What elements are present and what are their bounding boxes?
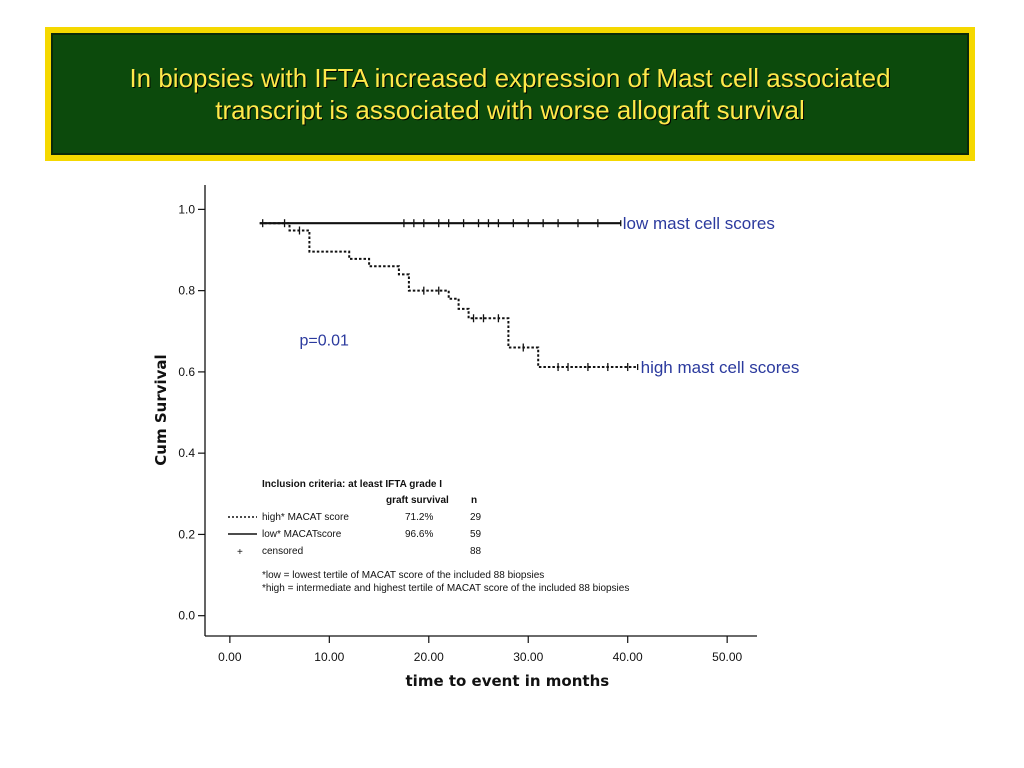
title-banner: In biopsies with IFTA increased expressi… [45,27,975,161]
legend-row-n: 88 [470,546,482,557]
y-tick-label: 0.0 [178,609,195,623]
legend-row-n: 29 [470,512,482,523]
legend-table: Inclusion criteria: at least IFTA grade … [228,479,629,594]
series-label-low: low mast cell scores [623,214,775,233]
y-tick-label: 0.6 [178,365,195,379]
y-tick-label: 0.4 [178,446,195,460]
x-tick-label: 20.00 [414,650,444,664]
y-ticks: 0.0 0.2 0.4 0.6 0.8 1.0 [178,202,205,623]
legend-row-survival: 71.2% [405,512,433,523]
slide-title: In biopsies with IFTA increased expressi… [129,63,891,125]
y-tick-label: 0.8 [178,284,195,298]
x-tick-label: 40.00 [613,650,643,664]
title-panel: In biopsies with IFTA increased expressi… [51,33,969,155]
y-tick-label: 1.0 [178,202,195,216]
x-tick-label: 0.00 [218,650,242,664]
legend-heading: Inclusion criteria: at least IFTA grade … [262,479,442,490]
legend-row-n: 59 [470,529,482,540]
y-axis-title: Cum Survival [152,354,170,465]
x-ticks: 0.00 10.00 20.00 30.00 40.00 50.00 [218,636,743,664]
legend-footnote: *high = intermediate and highest tertile… [262,583,629,594]
x-tick-label: 30.00 [513,650,543,664]
x-tick-label: 50.00 [712,650,742,664]
x-tick-label: 10.00 [314,650,344,664]
survival-curves [259,219,639,372]
chart-axes [204,185,757,637]
legend-footnote: *low = lowest tertile of MACAT score of … [262,570,544,581]
legend-row-survival: 96.6% [405,529,433,540]
legend-row-label: low* MACATscore [262,529,342,540]
legend-col-n: n [471,495,477,506]
legend-col-survival: graft survival [386,495,449,506]
legend-row-label: censored [262,546,303,557]
survival-curve-high [259,222,638,368]
legend-row-label: high* MACAT score [262,512,349,523]
x-axis-title: time to event in months [406,672,610,690]
series-label-high: high mast cell scores [641,358,800,377]
y-tick-label: 0.2 [178,527,195,541]
legend-marker-censored: + [237,547,243,558]
p-value-annotation: p=0.01 [299,332,348,349]
